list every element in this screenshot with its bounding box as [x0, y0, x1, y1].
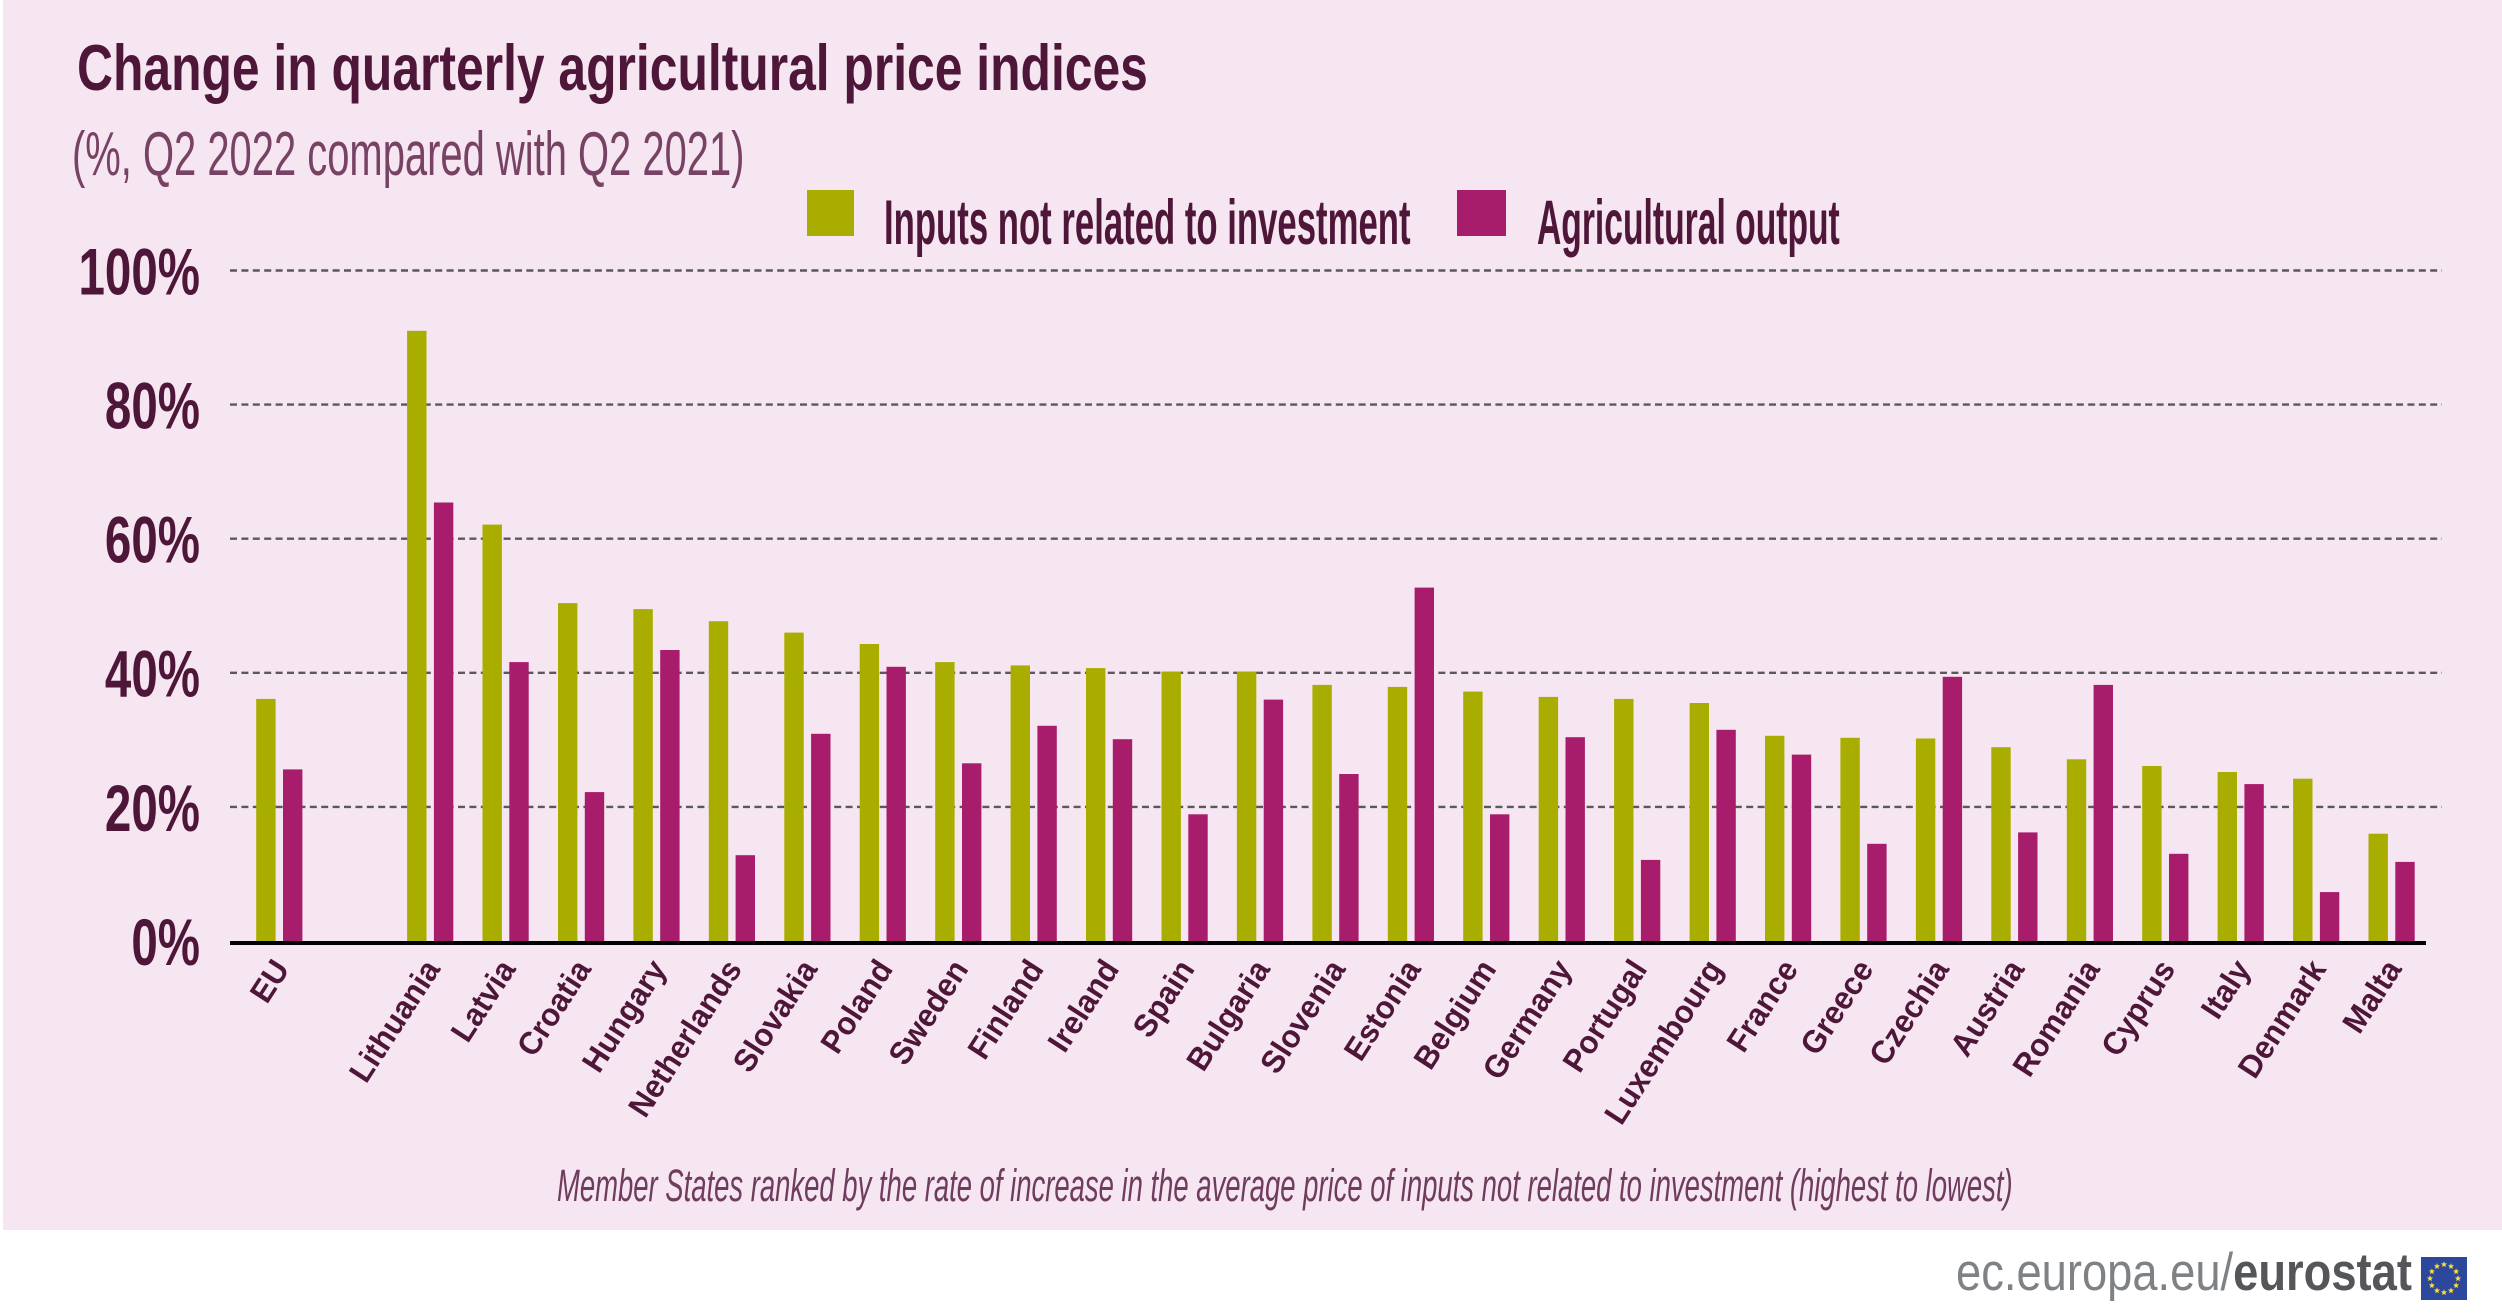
svg-text:France: France [1719, 953, 1805, 1058]
svg-text:Malta: Malta [2335, 953, 2409, 1040]
svg-text:Lithuania: Lithuania [341, 953, 447, 1089]
svg-text:Latvia: Latvia [443, 953, 523, 1049]
svg-text:Finland: Finland [960, 953, 1051, 1065]
svg-text:Spain: Spain [1125, 953, 1202, 1044]
svg-text:0%: 0% [131, 906, 200, 979]
svg-text:20%: 20% [105, 772, 200, 845]
svg-text:100%: 100% [78, 236, 200, 309]
svg-text:Italy: Italy [2193, 953, 2258, 1025]
svg-text:80%: 80% [105, 370, 200, 443]
svg-text:40%: 40% [105, 638, 200, 711]
svg-text:Cyprus: Cyprus [2093, 953, 2182, 1063]
svg-text:EU: EU [242, 953, 296, 1009]
svg-text:Ireland: Ireland [1040, 953, 1126, 1058]
svg-text:60%: 60% [105, 504, 200, 577]
